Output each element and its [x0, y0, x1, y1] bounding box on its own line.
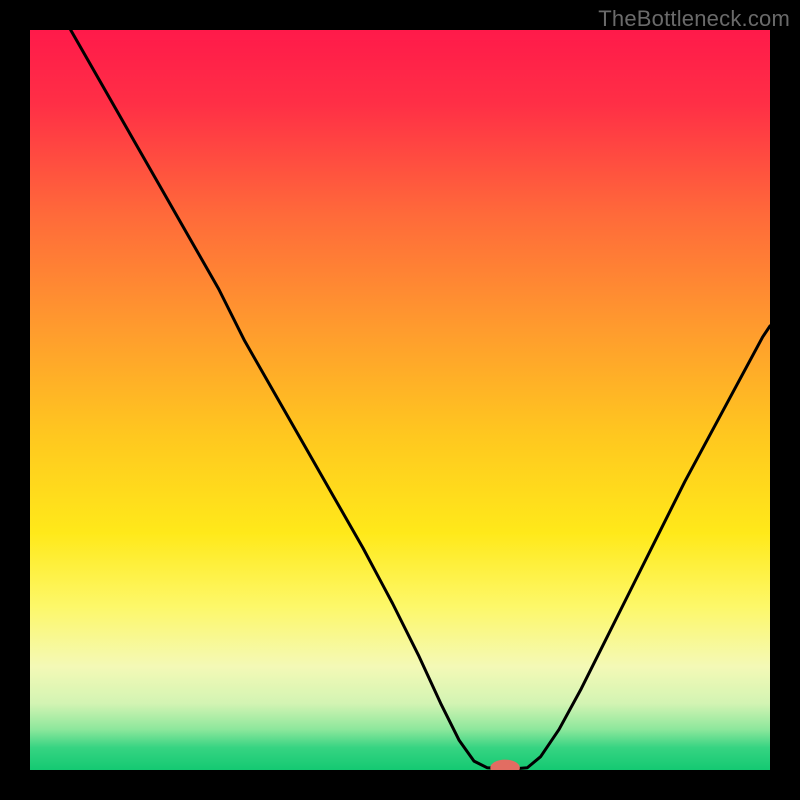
optimal-marker	[490, 760, 520, 770]
watermark-text: TheBottleneck.com	[598, 6, 790, 32]
plot-area	[30, 30, 770, 770]
chart-curve-layer	[30, 30, 770, 770]
bottleneck-curve	[71, 30, 770, 769]
